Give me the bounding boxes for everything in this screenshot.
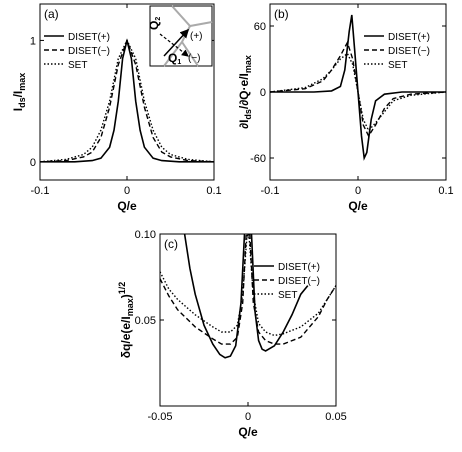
x-tick-label: 0.05	[325, 411, 346, 423]
panel-b: -0.1 0 0.1 60 0 -60 DISET(+) DISET(−) SET (b) Q/e	[250, 3, 454, 213]
panel-c: -0.05 0 0.05 0.10 0.05 DISET(+) DISET(−) SET (c)…	[135, 229, 347, 439]
y-axis-label: Ids/Imax	[11, 73, 27, 112]
x-axis-label: Q/e	[238, 425, 258, 439]
x-axis-label: Q/e	[117, 199, 137, 213]
inset-plus-label: (+)	[190, 31, 203, 42]
panel-label: (c)	[164, 237, 178, 251]
series-group	[160, 234, 336, 359]
x-tick-label: -0.1	[31, 185, 50, 197]
x-tick-label: 0	[245, 411, 251, 423]
series-line	[249, 234, 336, 345]
panel-label: (a)	[44, 7, 59, 21]
panel-label: (b)	[274, 7, 289, 21]
legend-label: DISET(+)	[278, 262, 320, 273]
y-axis-label: δq/e(e/Imax)1/2	[117, 282, 135, 358]
legend-label: DISET(−)	[68, 46, 110, 57]
x-tick-label: 0	[124, 185, 130, 197]
x-tick-label: 0.1	[206, 185, 221, 197]
legend: DISET(+) DISET(−) SET	[254, 262, 320, 301]
series-group	[270, 14, 446, 161]
series-line	[270, 40, 446, 138]
series-line	[183, 234, 246, 359]
x-tick-label: 0.1	[438, 185, 453, 197]
plot-frame	[159, 233, 337, 407]
series-group	[40, 38, 214, 163]
inset-y-label: Q2	[147, 17, 162, 30]
panel-a: -0.1 0 0.1 0 1 DISET(+) DISET(−) SET (a) Q/e	[30, 3, 222, 213]
series-line	[270, 52, 446, 132]
y-tick-label: 0	[30, 157, 36, 169]
y-tick-label: -60	[250, 153, 266, 165]
series-line	[40, 38, 214, 163]
legend-label: DISET(−)	[278, 276, 320, 287]
inset-boundary	[181, 41, 199, 67]
y-tick-label: 1	[30, 35, 36, 47]
y-tick-label: 0.05	[135, 315, 156, 327]
series-line	[160, 234, 247, 345]
legend: DISET(+) DISET(−) SET	[364, 32, 430, 71]
legend-label: SET	[388, 60, 407, 71]
x-tick-label: -0.1	[261, 185, 280, 197]
y-tick-label: 60	[254, 21, 266, 33]
legend-label: DISET(+)	[388, 32, 430, 43]
inset-diagram: (+) (−) Q2 Q1	[147, 5, 213, 67]
y-tick-label: 0	[260, 87, 266, 99]
x-axis-label: Q/e	[348, 199, 368, 213]
x-tick-label: 0	[355, 185, 361, 197]
legend-label: DISET(−)	[388, 46, 430, 57]
y-tick-label: 0.10	[135, 229, 156, 241]
inset-arrow-minus	[159, 33, 189, 57]
legend: DISET(+) DISET(−) SET	[44, 32, 110, 71]
series-line	[248, 234, 336, 337]
inset-minus-label: (−)	[188, 53, 201, 64]
inset-x-label: Q1	[168, 51, 181, 66]
y-axis-label: ∂Ids/∂Q·e/Imax	[237, 55, 253, 129]
legend-label: DISET(+)	[68, 32, 110, 43]
legend-label: SET	[278, 290, 297, 301]
inset-arrow-plus	[163, 28, 190, 57]
legend-label: SET	[68, 60, 87, 71]
x-tick-label: -0.05	[147, 411, 172, 423]
